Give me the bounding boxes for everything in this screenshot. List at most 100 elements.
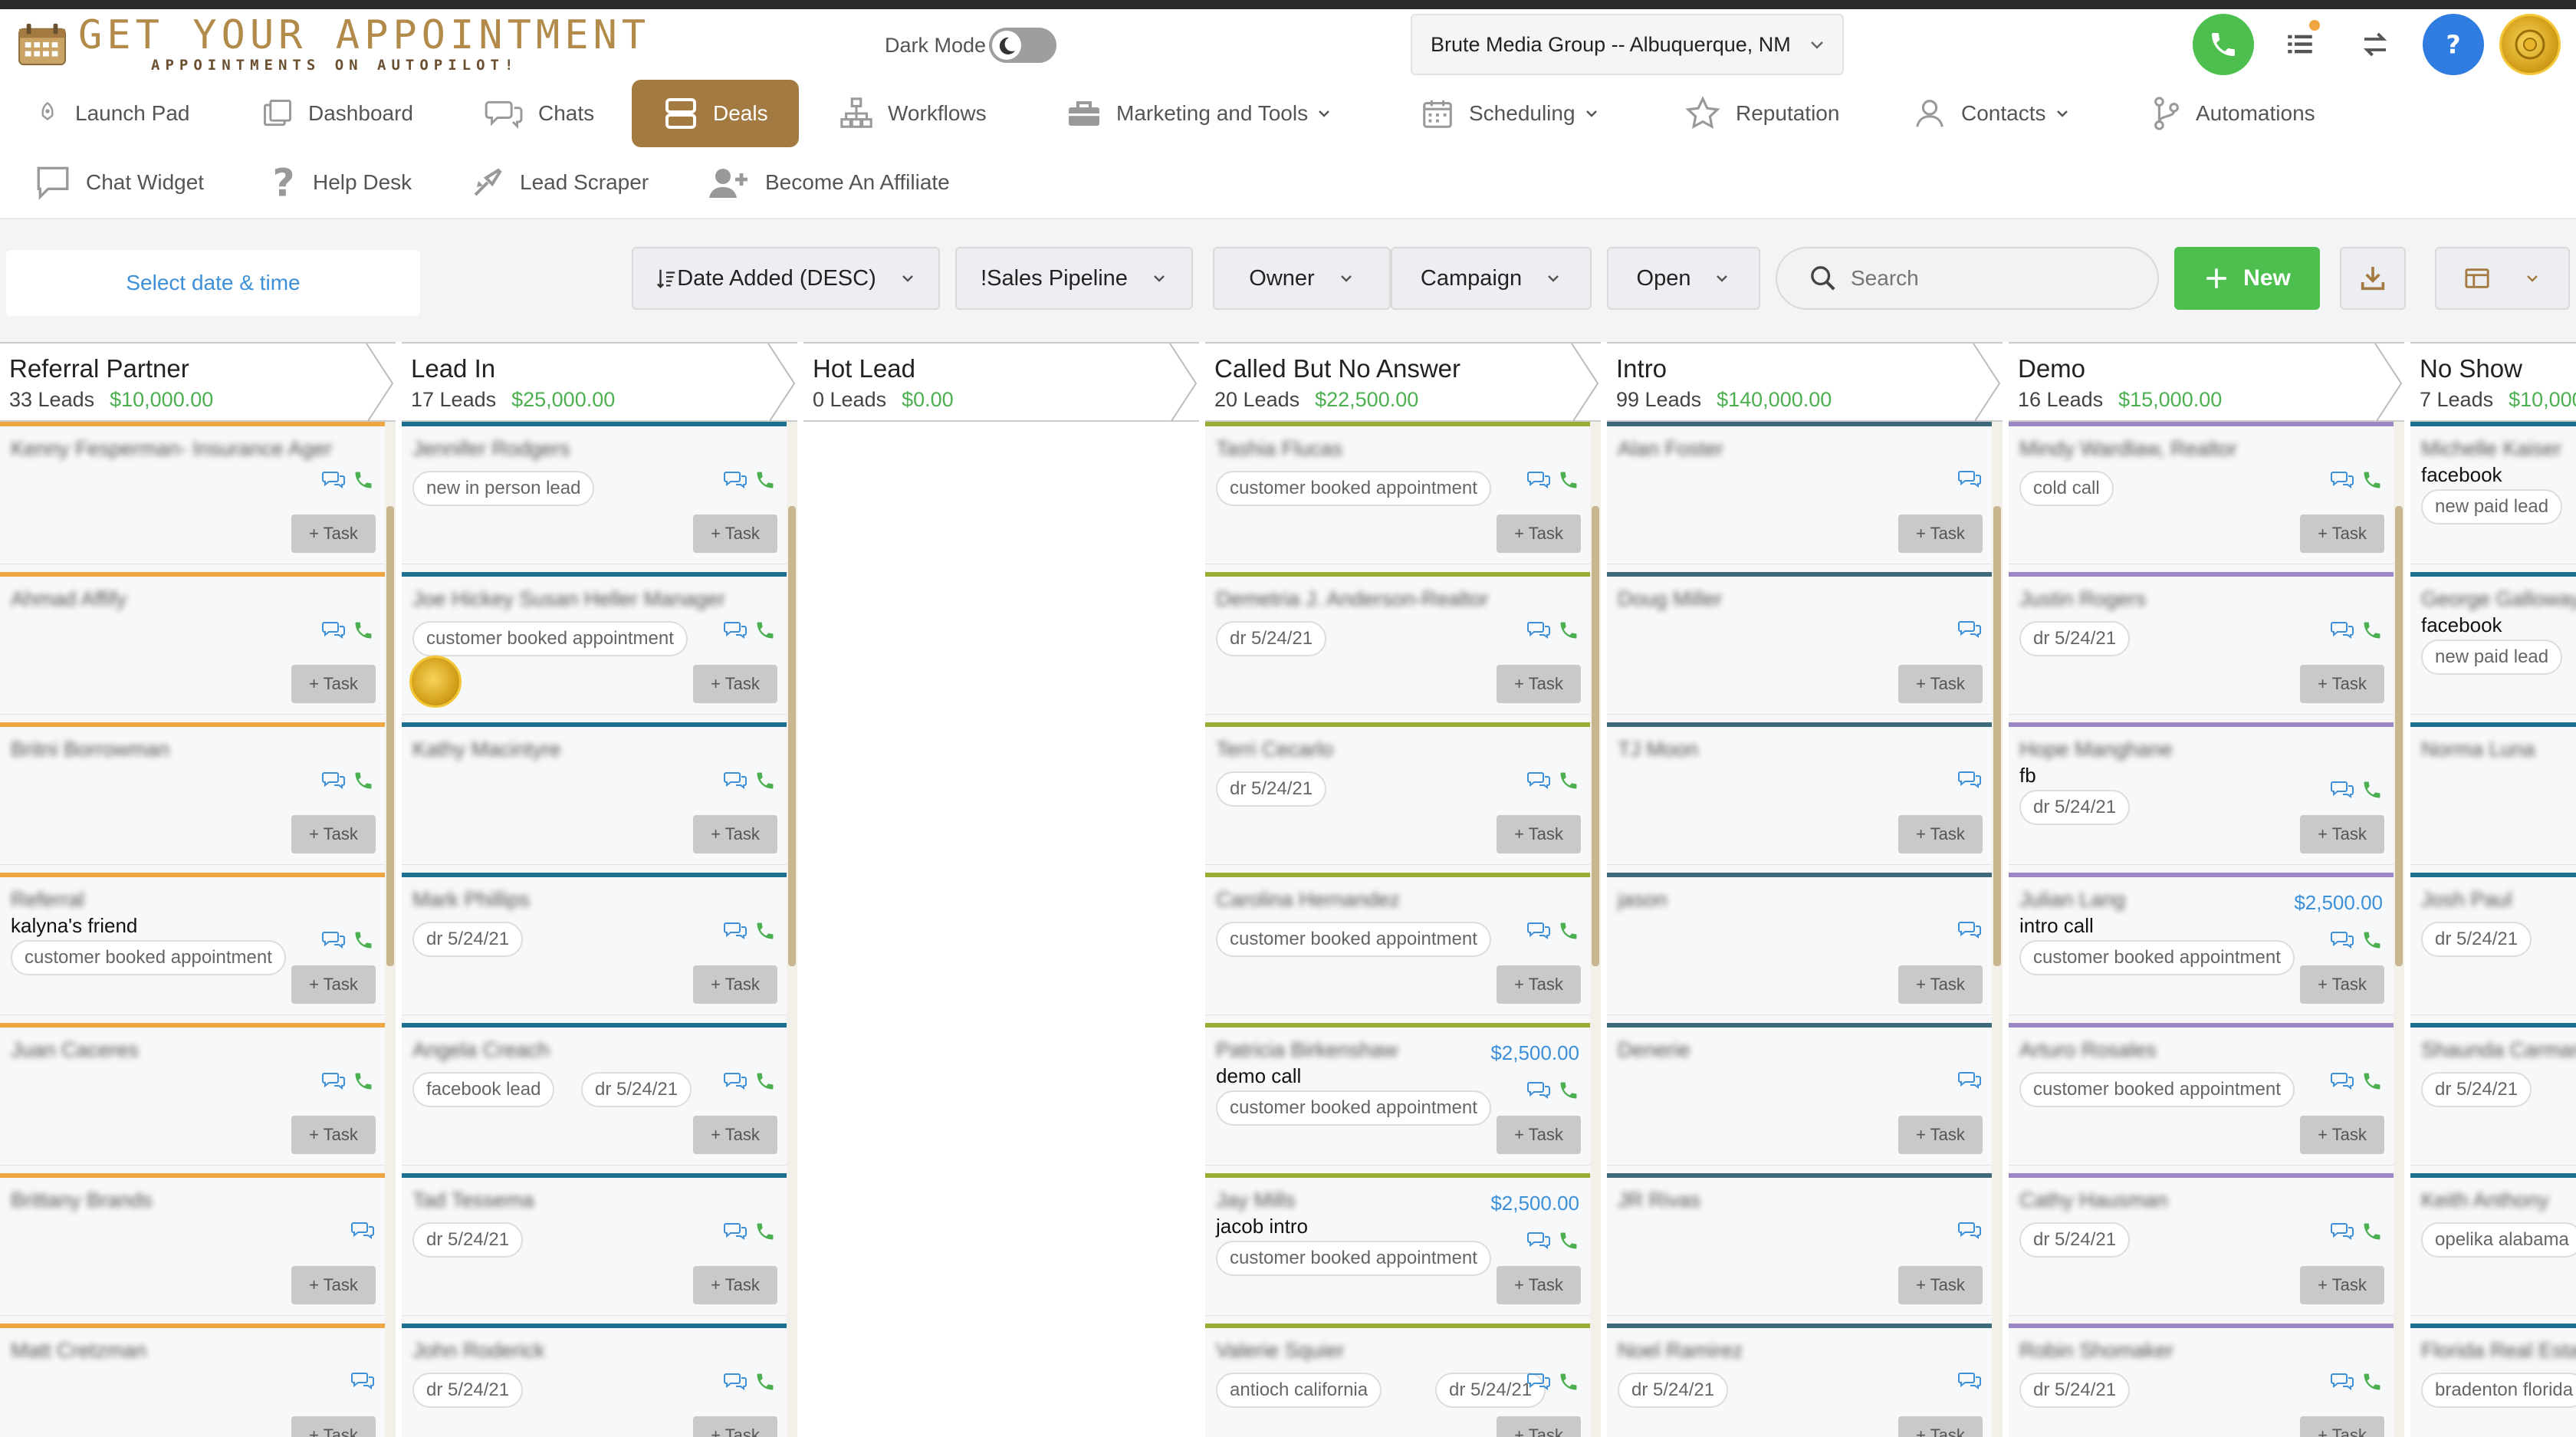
- chat-icon[interactable]: [2331, 470, 2354, 490]
- phone-icon[interactable]: [1558, 620, 1579, 641]
- add-task-button[interactable]: + Task: [693, 515, 777, 553]
- deal-tag[interactable]: dr 5/24/21: [2019, 621, 2131, 656]
- deal-tag[interactable]: customer booked appointment: [11, 940, 286, 975]
- deal-card[interactable]: Jay Mills $2,500.00 jacob intro customer bo…: [1205, 1173, 1590, 1316]
- deal-card[interactable]: Denerie + Task: [1607, 1023, 1992, 1166]
- deal-tag[interactable]: bradenton florida: [2421, 1373, 2576, 1408]
- phone-button[interactable]: [2193, 14, 2254, 75]
- deal-card[interactable]: Julian Lang $2,500.00 intro call customer b…: [2009, 873, 2394, 1015]
- add-task-button[interactable]: + Task: [291, 815, 376, 853]
- deal-tag[interactable]: dr 5/24/21: [2421, 922, 2532, 957]
- search-input[interactable]: [1851, 266, 2142, 291]
- scrollbar-thumb[interactable]: [788, 506, 796, 966]
- campaign-dropdown[interactable]: Campaign: [1391, 247, 1592, 310]
- deal-tag[interactable]: customer booked appointment: [412, 621, 688, 656]
- chat-icon[interactable]: [724, 470, 747, 490]
- stage-header[interactable]: Called But No Answer 20 Leads $22,500.00: [1205, 342, 1601, 423]
- chat-icon[interactable]: [1958, 1070, 1981, 1090]
- deal-card[interactable]: Noel Ramirez dr 5/24/21 + Task: [1607, 1324, 1992, 1437]
- deal-card[interactable]: Jennifer Rodgers new in person lead + Task: [402, 422, 787, 564]
- add-task-button[interactable]: + Task: [291, 665, 376, 703]
- add-task-button[interactable]: + Task: [693, 665, 777, 703]
- deal-tag[interactable]: dr 5/24/21: [412, 1373, 524, 1408]
- nav-chats[interactable]: Chats: [485, 80, 594, 147]
- owner-dropdown[interactable]: Owner: [1213, 247, 1391, 310]
- dark-mode-toggle[interactable]: [989, 28, 1057, 63]
- chat-icon[interactable]: [1958, 620, 1981, 640]
- add-task-button[interactable]: + Task: [1898, 1116, 1983, 1154]
- deal-card[interactable]: Kathy Macintyre + Task: [402, 722, 787, 865]
- deal-card[interactable]: Terri Cecarlo dr 5/24/21 + Task: [1205, 722, 1590, 865]
- deal-tag[interactable]: customer booked appointment: [2019, 1072, 2295, 1107]
- chat-icon[interactable]: [2331, 1222, 2354, 1241]
- chat-icon[interactable]: [322, 771, 345, 791]
- add-task-button[interactable]: + Task: [1497, 1416, 1581, 1437]
- switch-account-button[interactable]: [2344, 14, 2406, 75]
- chat-icon[interactable]: [1527, 921, 1550, 941]
- status-dropdown[interactable]: Open: [1607, 247, 1760, 310]
- deal-card[interactable]: Shaunda Carman dr 5/24/21: [2410, 1023, 2576, 1166]
- phone-icon[interactable]: [1558, 1371, 1579, 1393]
- add-task-button[interactable]: + Task: [2300, 515, 2384, 553]
- export-button[interactable]: [2340, 247, 2406, 310]
- stage-header[interactable]: Referral Partner 33 Leads $10,000.00: [0, 342, 396, 423]
- chat-icon[interactable]: [1958, 920, 1981, 940]
- deal-card[interactable]: Alan Foster + Task: [1607, 422, 1992, 564]
- chat-icon[interactable]: [724, 620, 747, 640]
- deal-tag[interactable]: dr 5/24/21: [1216, 621, 1327, 656]
- deal-tag[interactable]: dr 5/24/21: [2421, 1072, 2532, 1107]
- chat-icon[interactable]: [1527, 470, 1550, 490]
- deal-card[interactable]: Juan Caceres + Task: [0, 1023, 385, 1166]
- add-task-button[interactable]: + Task: [291, 1416, 376, 1437]
- deal-card[interactable]: Josh Paul dr 5/24/21: [2410, 873, 2576, 1015]
- add-task-button[interactable]: + Task: [1898, 1416, 1983, 1437]
- add-task-button[interactable]: + Task: [1497, 515, 1581, 553]
- phone-icon[interactable]: [754, 620, 776, 641]
- add-task-button[interactable]: + Task: [1497, 665, 1581, 703]
- stage-header[interactable]: Lead In 17 Leads $25,000.00: [402, 342, 797, 423]
- add-task-button[interactable]: + Task: [2300, 1116, 2384, 1154]
- chat-icon[interactable]: [1527, 771, 1550, 791]
- add-task-button[interactable]: + Task: [2300, 1416, 2384, 1437]
- add-task-button[interactable]: + Task: [291, 1116, 376, 1154]
- scrollbar-thumb[interactable]: [386, 506, 394, 966]
- chat-icon[interactable]: [2331, 1071, 2354, 1091]
- phone-icon[interactable]: [353, 469, 374, 491]
- phone-icon[interactable]: [1558, 920, 1579, 942]
- add-task-button[interactable]: + Task: [1497, 1266, 1581, 1304]
- scrollbar-thumb[interactable]: [2395, 506, 2403, 966]
- chat-icon[interactable]: [1527, 1231, 1550, 1251]
- deal-tag[interactable]: customer booked appointment: [1216, 471, 1491, 506]
- deal-tag[interactable]: cold call: [2019, 471, 2114, 506]
- deal-card[interactable]: Mindy Wardlaw, Realtor cold call + Task: [2009, 422, 2394, 564]
- phone-icon[interactable]: [754, 1070, 776, 1092]
- nav-lead-scraper[interactable]: Lead Scraper: [469, 149, 649, 216]
- nav-contacts[interactable]: Contacts: [1912, 80, 2085, 147]
- deal-card[interactable]: Patricia Birkenshaw $2,500.00 demo call cus…: [1205, 1023, 1590, 1166]
- nav-scheduling[interactable]: Scheduling: [1420, 80, 1614, 147]
- deal-card[interactable]: Norma Luna: [2410, 722, 2576, 865]
- deal-card[interactable]: Florida Real Estate bradenton florida: [2410, 1324, 2576, 1437]
- add-task-button[interactable]: + Task: [291, 1266, 376, 1304]
- add-task-button[interactable]: + Task: [1898, 965, 1983, 1004]
- deal-tag[interactable]: dr 5/24/21: [2019, 1222, 2131, 1258]
- chat-icon[interactable]: [351, 1371, 374, 1391]
- add-task-button[interactable]: + Task: [1497, 1116, 1581, 1154]
- brand-logo[interactable]: GET YOUR APPOINTMENT APPOINTMENTS ON AUT…: [15, 9, 650, 80]
- search-box[interactable]: [1776, 247, 2159, 310]
- chat-icon[interactable]: [724, 1071, 747, 1091]
- chat-icon[interactable]: [322, 620, 345, 640]
- chat-icon[interactable]: [2331, 1372, 2354, 1392]
- deal-card[interactable]: Hope Manghane fb dr 5/24/21 + Task: [2009, 722, 2394, 865]
- deal-tag[interactable]: dr 5/24/21: [1618, 1373, 1729, 1408]
- chat-icon[interactable]: [322, 1071, 345, 1091]
- chat-icon[interactable]: [724, 921, 747, 941]
- phone-icon[interactable]: [754, 770, 776, 791]
- phone-icon[interactable]: [1558, 469, 1579, 491]
- phone-icon[interactable]: [754, 920, 776, 942]
- phone-icon[interactable]: [2361, 779, 2383, 801]
- phone-icon[interactable]: [1558, 1230, 1579, 1251]
- chat-icon[interactable]: [724, 1222, 747, 1241]
- chat-icon[interactable]: [724, 771, 747, 791]
- nav-help-desk[interactable]: ? Help Desk: [268, 149, 412, 216]
